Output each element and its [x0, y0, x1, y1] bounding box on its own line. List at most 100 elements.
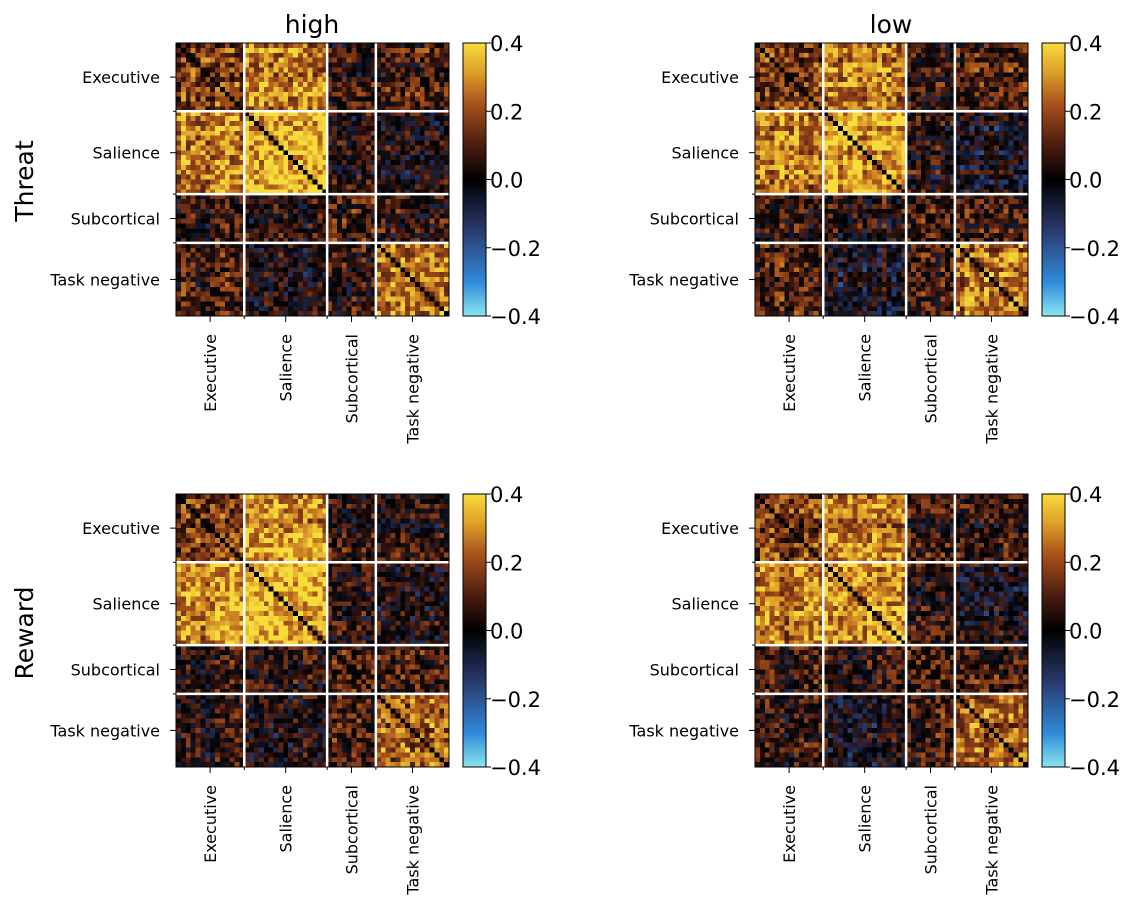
- heatmap-cell: [180, 213, 187, 219]
- heatmap-cell: [993, 184, 1000, 190]
- heatmap-cell: [818, 121, 824, 127]
- heatmap-cell: [901, 86, 907, 93]
- heatmap-cell: [302, 62, 308, 68]
- heatmap-cell: [434, 111, 440, 117]
- heatmap-cell: [862, 121, 868, 127]
- heatmap-cell: [205, 140, 211, 146]
- heatmap-cell: [789, 96, 795, 102]
- heatmap-cell: [366, 135, 372, 141]
- heatmap-cell: [176, 155, 182, 161]
- heatmap-cell: [808, 96, 814, 102]
- heatmap-cell: [341, 306, 347, 312]
- heatmap-cell: [263, 228, 269, 234]
- heatmap-cell: [176, 116, 182, 122]
- heatmap-cell: [769, 194, 775, 200]
- heatmap-cell: [419, 228, 425, 234]
- heatmap-cell: [424, 140, 430, 146]
- heatmap-cell: [176, 106, 182, 112]
- heatmap-cell: [794, 57, 800, 63]
- heatmap-cell: [205, 277, 211, 283]
- heatmap-cell: [283, 184, 289, 190]
- heatmap-cell: [244, 223, 250, 229]
- heatmap-cell: [190, 91, 196, 97]
- heatmap-cell: [906, 101, 912, 107]
- heatmap-cell: [200, 62, 206, 68]
- heatmap-cell: [239, 72, 245, 78]
- heatmap-cell: [424, 106, 430, 112]
- heatmap-cell: [180, 101, 187, 107]
- heatmap-cell: [794, 106, 800, 112]
- heatmap-cell: [444, 91, 450, 97]
- heatmap-cell: [180, 140, 187, 146]
- heatmap-cell: [876, 194, 883, 200]
- heatmap-cell: [176, 301, 182, 307]
- heatmap-cell: [759, 125, 766, 132]
- heatmap-cell: [229, 208, 235, 214]
- heatmap-cell: [925, 160, 931, 166]
- heatmap-cell: [1003, 135, 1009, 141]
- heatmap-cell: [254, 101, 260, 107]
- heatmap-cell: [385, 247, 391, 253]
- heatmap-cell: [759, 140, 766, 146]
- heatmap-cell: [896, 135, 902, 141]
- heatmap-cell: [268, 82, 274, 88]
- heatmap-cell: [419, 281, 425, 288]
- heatmap-cell: [332, 130, 338, 136]
- heatmap-cell: [366, 311, 372, 317]
- heatmap-cell: [818, 101, 824, 107]
- heatmap-cell: [872, 184, 878, 190]
- heatmap-cell: [940, 135, 946, 141]
- heatmap-cell: [288, 272, 294, 278]
- heatmap-cell: [180, 208, 187, 214]
- heatmap-cell: [940, 169, 946, 175]
- heatmap-cell: [200, 218, 206, 224]
- heatmap-cell: [395, 62, 401, 68]
- heatmap-cell: [852, 77, 858, 83]
- heatmap-cell: [1023, 125, 1029, 132]
- heatmap-cell: [769, 140, 775, 146]
- heatmap-cell: [346, 208, 352, 214]
- heatmap-cell: [176, 218, 182, 224]
- heatmap-cell: [351, 116, 357, 122]
- heatmap-cell: [239, 291, 245, 297]
- heatmap-cell: [424, 72, 430, 78]
- heatmap-cell: [283, 52, 289, 58]
- heatmap-cell: [190, 184, 196, 190]
- heatmap-cell: [789, 174, 795, 180]
- heatmap-cell: [346, 223, 352, 229]
- heatmap-cell: [224, 203, 230, 210]
- heatmap-cell: [327, 160, 333, 166]
- heatmap-cell: [872, 125, 878, 132]
- heatmap-cell: [210, 135, 216, 141]
- heatmap-cell: [371, 189, 377, 195]
- heatmap-cell: [813, 174, 819, 180]
- heatmap-cell: [297, 301, 304, 307]
- heatmap-cell: [297, 57, 304, 63]
- x-tick-label: Salience: [277, 334, 296, 401]
- heatmap-cell: [813, 135, 819, 141]
- heatmap-cell: [341, 262, 347, 268]
- heatmap-cell: [229, 306, 235, 312]
- heatmap-cell: [779, 47, 785, 54]
- heatmap-cell: [872, 155, 878, 161]
- heatmap-cell: [414, 306, 421, 312]
- heatmap-cell: [346, 179, 352, 185]
- heatmap-cell: [1008, 184, 1014, 190]
- heatmap-cell: [190, 238, 196, 244]
- heatmap-cell: [842, 145, 848, 151]
- heatmap-cell: [954, 169, 961, 175]
- heatmap-cell: [935, 82, 941, 88]
- heatmap-cell: [210, 311, 216, 317]
- heatmap-cell: [759, 96, 766, 102]
- heatmap-cell: [361, 218, 367, 224]
- heatmap-cell: [935, 72, 941, 78]
- heatmap-cell: [959, 91, 965, 97]
- heatmap-cell: [896, 91, 902, 97]
- heatmap-cell: [215, 179, 221, 185]
- heatmap-cell: [439, 189, 445, 195]
- heatmap-cell: [351, 47, 357, 54]
- heatmap-cell: [784, 179, 790, 185]
- heatmap-cell: [195, 160, 201, 166]
- heatmap-cell: [317, 174, 323, 180]
